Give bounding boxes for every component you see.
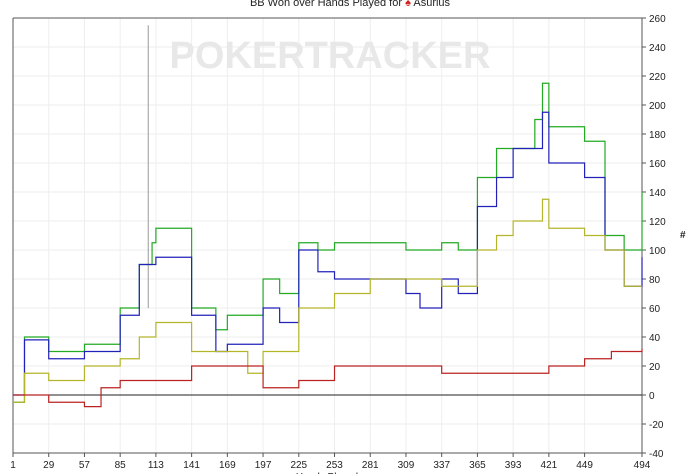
y-tick-label: 140	[649, 188, 666, 199]
x-tick-label: 113	[148, 460, 164, 471]
y-tick-label: 120	[649, 217, 666, 228]
y-axis-label: #	[680, 230, 686, 241]
x-tick-label: 225	[290, 460, 307, 471]
title-text: BB Won over Hands Played for	[249, 0, 402, 9]
x-tick-label: 281	[362, 460, 379, 471]
y-tick-label: 40	[649, 333, 661, 344]
y-tick-label: 80	[649, 275, 661, 286]
y-tick-label: 180	[649, 130, 666, 141]
x-tick-label: 337	[433, 460, 450, 471]
x-tick-label: 1	[10, 460, 16, 471]
series-line-2	[13, 198, 642, 403]
series-line-0	[13, 82, 643, 403]
player-name: Asurius	[413, 0, 451, 9]
y-tick-label: 160	[649, 159, 666, 170]
x-axis-label: Hands Played	[296, 472, 358, 474]
chart-title: BB Won over Hands Played for ♠ Asurius	[0, 0, 700, 9]
y-tick-label: -40	[649, 449, 664, 460]
y-tick-label: 0	[649, 391, 655, 402]
y-tick-label: 60	[649, 304, 661, 315]
x-tick-label: 494	[634, 460, 651, 471]
x-tick-label: 85	[115, 460, 127, 471]
y-tick-label: 260	[649, 14, 666, 25]
x-tick-label: 421	[541, 460, 558, 471]
x-tick-label: 449	[576, 460, 593, 471]
y-tick-label: -20	[649, 420, 664, 431]
poker-spade-icon: ♠	[405, 0, 411, 9]
x-tick-label: 169	[219, 460, 236, 471]
watermark: POKERTRACKER	[170, 35, 491, 77]
x-tick-label: 309	[398, 460, 415, 471]
x-tick-label: 365	[469, 460, 486, 471]
y-tick-label: 20	[649, 362, 661, 373]
x-tick-label: 29	[43, 460, 55, 471]
y-tick-label: 220	[649, 72, 666, 83]
series-line-3	[13, 348, 643, 408]
y-tick-label: 100	[649, 246, 666, 257]
x-tick-label: 393	[505, 460, 522, 471]
x-tick-label: 197	[255, 460, 272, 471]
y-tick-label: 200	[649, 101, 666, 112]
series-line-1	[13, 111, 643, 396]
y-tick-label: 240	[649, 43, 666, 54]
x-tick-label: 141	[183, 460, 200, 471]
x-tick-label: 253	[326, 460, 343, 471]
x-tick-label: 57	[79, 460, 91, 471]
